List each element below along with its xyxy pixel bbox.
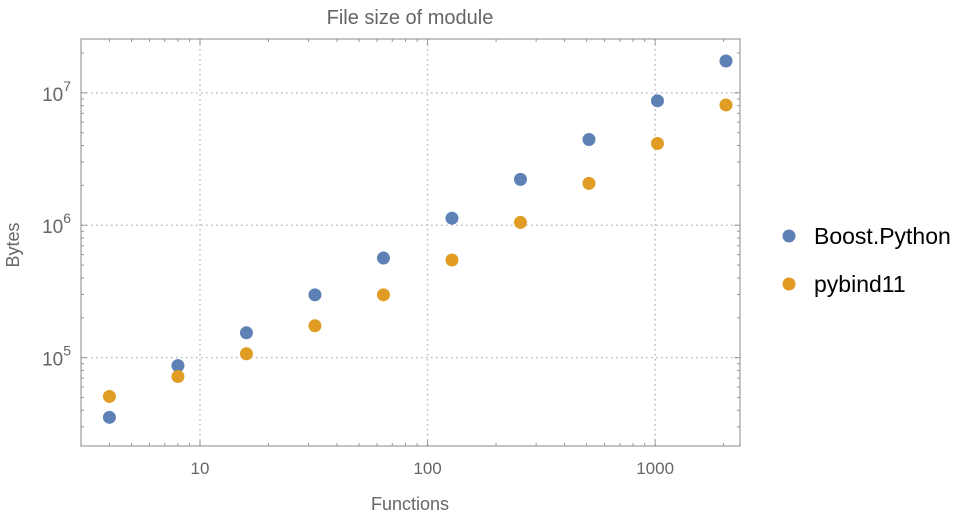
point-pybind11 [650, 137, 664, 151]
point-boost-python [239, 326, 253, 340]
point-pybind11 [102, 389, 116, 403]
point-pybind11 [513, 215, 527, 229]
point-boost-python [102, 410, 116, 424]
point-pybind11 [445, 253, 459, 267]
x-tick-label: 1000 [636, 459, 674, 478]
y-tick-label: 107 [42, 78, 71, 106]
point-boost-python [719, 54, 733, 68]
point-boost-python [650, 94, 664, 108]
point-pybind11 [171, 370, 185, 384]
point-boost-python [171, 359, 185, 373]
legend-label: pybind11 [814, 271, 906, 297]
legend-marker [782, 229, 796, 243]
x-tick-label: 100 [413, 459, 441, 478]
legend: Boost.Python pybind11 [782, 223, 951, 297]
data-points [102, 54, 733, 424]
y-tick-label: 106 [42, 210, 71, 238]
y-tick-label: 105 [42, 343, 71, 371]
x-axis-label: Functions [371, 494, 449, 513]
legend-label: Boost.Python [814, 223, 951, 249]
legend-marker [782, 277, 796, 291]
point-boost-python [513, 172, 527, 186]
x-tick-label: 10 [191, 459, 210, 478]
grid [81, 39, 740, 446]
point-boost-python [376, 251, 390, 265]
chart-title: File size of module [327, 7, 494, 29]
y-axis-label: Bytes [3, 222, 23, 267]
plot-frame [80, 38, 741, 447]
point-pybind11 [308, 319, 322, 333]
point-boost-python [445, 211, 459, 225]
point-pybind11 [582, 176, 596, 190]
point-boost-python [308, 288, 322, 302]
point-boost-python [582, 133, 596, 147]
point-pybind11 [376, 288, 390, 302]
point-pybind11 [719, 98, 733, 112]
point-pybind11 [239, 347, 253, 361]
ticks: 10 100 1000 105 106 107 [42, 39, 740, 478]
